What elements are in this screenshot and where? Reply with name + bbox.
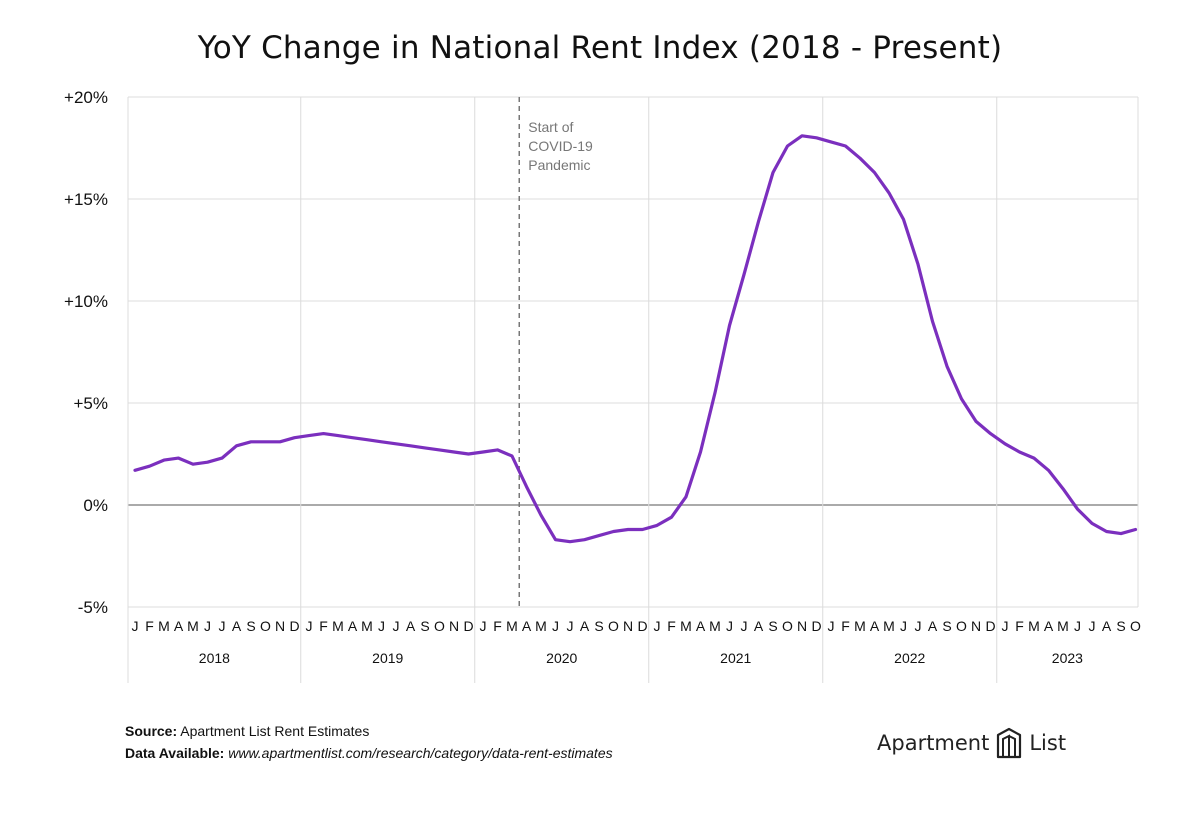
source-label: Source: — [125, 723, 178, 739]
x-month-label: M — [361, 618, 373, 634]
x-month-label: D — [985, 618, 995, 634]
y-tick-label: +15% — [64, 190, 108, 209]
chart-footer: Source: Apartment List Rent Estimates Da… — [125, 720, 613, 764]
x-month-label: A — [348, 618, 358, 634]
x-year-label: 2023 — [1052, 650, 1083, 666]
x-month-label: O — [434, 618, 445, 634]
rent-index-series-line — [133, 134, 1138, 544]
x-month-label: J — [828, 618, 835, 634]
x-month-label: J — [900, 618, 907, 634]
x-month-label: S — [246, 618, 255, 634]
x-month-label: A — [754, 618, 764, 634]
x-month-label: J — [726, 618, 733, 634]
x-month-label: J — [306, 618, 313, 634]
x-month-label: S — [594, 618, 603, 634]
x-month-label: M — [1057, 618, 1069, 634]
x-month-label: M — [709, 618, 721, 634]
x-year-label: 2020 — [546, 650, 577, 666]
x-month-label: M — [854, 618, 866, 634]
x-month-label: S — [1116, 618, 1125, 634]
x-year-label: 2018 — [199, 650, 230, 666]
x-month-label: M — [506, 618, 518, 634]
data-available-label: Data Available: — [125, 745, 225, 761]
x-month-label: D — [637, 618, 647, 634]
x-month-label: J — [915, 618, 922, 634]
x-month-label: N — [797, 618, 807, 634]
covid-annotation-label: Pandemic — [528, 157, 590, 173]
x-month-label: J — [480, 618, 487, 634]
x-month-label: O — [782, 618, 793, 634]
x-month-label: J — [132, 618, 139, 634]
x-month-label: J — [552, 618, 559, 634]
x-month-label: D — [811, 618, 821, 634]
x-month-label: J — [654, 618, 661, 634]
x-month-label: S — [420, 618, 429, 634]
brand-name-right: List — [1029, 731, 1067, 755]
x-month-label: N — [275, 618, 285, 634]
x-month-label: F — [493, 618, 502, 634]
x-month-label: F — [1015, 618, 1024, 634]
x-month-label: J — [1089, 618, 1096, 634]
x-month-label: A — [696, 618, 706, 634]
x-month-label: A — [1102, 618, 1112, 634]
x-month-label: O — [1130, 618, 1141, 634]
x-month-label: J — [1002, 618, 1009, 634]
x-month-label: M — [187, 618, 199, 634]
x-month-label: F — [841, 618, 850, 634]
x-month-label: J — [393, 618, 400, 634]
x-month-label: A — [174, 618, 184, 634]
brand-name-left: Apartment — [877, 731, 990, 755]
x-month-label: M — [332, 618, 344, 634]
x-month-label: A — [1044, 618, 1054, 634]
x-month-label: M — [535, 618, 547, 634]
x-month-label: A — [522, 618, 532, 634]
y-tick-label: 0% — [83, 496, 108, 515]
x-month-label: M — [680, 618, 692, 634]
x-month-label: M — [158, 618, 170, 634]
covid-annotation-label: COVID-19 — [528, 138, 593, 154]
x-month-label: A — [232, 618, 242, 634]
apartment-list-logo: Apartment List — [877, 726, 1066, 760]
x-month-label: O — [956, 618, 967, 634]
x-month-label: J — [1074, 618, 1081, 634]
x-month-label: A — [870, 618, 880, 634]
x-year-label: 2022 — [894, 650, 925, 666]
x-month-label: A — [406, 618, 416, 634]
x-month-label: M — [1028, 618, 1040, 634]
y-tick-label: +20% — [64, 88, 108, 107]
x-month-label: J — [378, 618, 385, 634]
y-tick-label: +10% — [64, 292, 108, 311]
apartment-list-logo-icon — [997, 727, 1022, 759]
x-month-label: J — [567, 618, 574, 634]
x-month-label: D — [463, 618, 473, 634]
x-month-label: O — [260, 618, 271, 634]
x-month-label: J — [219, 618, 226, 634]
x-month-label: A — [928, 618, 938, 634]
x-month-label: O — [608, 618, 619, 634]
x-month-label: M — [883, 618, 895, 634]
source-line: Source: Apartment List Rent Estimates — [125, 720, 613, 742]
x-month-label: F — [667, 618, 676, 634]
x-month-label: D — [289, 618, 299, 634]
chart-title: YoY Change in National Rent Index (2018 … — [197, 30, 1003, 66]
y-tick-label: -5% — [78, 598, 108, 617]
x-month-label: A — [580, 618, 590, 634]
x-month-label: J — [741, 618, 748, 634]
data-available-line: Data Available: www.apartmentlist.com/re… — [125, 742, 613, 764]
x-month-label: N — [971, 618, 981, 634]
data-url-link[interactable]: www.apartmentlist.com/research/category/… — [228, 745, 613, 761]
x-month-label: J — [204, 618, 211, 634]
covid-annotation-label: Start of — [528, 119, 573, 135]
x-month-label: N — [449, 618, 459, 634]
x-month-label: N — [623, 618, 633, 634]
x-month-label: F — [145, 618, 154, 634]
x-year-label: 2019 — [372, 650, 403, 666]
x-month-label: S — [942, 618, 951, 634]
x-month-label: F — [319, 618, 328, 634]
x-month-label: S — [768, 618, 777, 634]
source-text: Apartment List Rent Estimates — [180, 723, 370, 739]
x-year-label: 2021 — [720, 650, 751, 666]
y-tick-label: +5% — [74, 394, 109, 413]
